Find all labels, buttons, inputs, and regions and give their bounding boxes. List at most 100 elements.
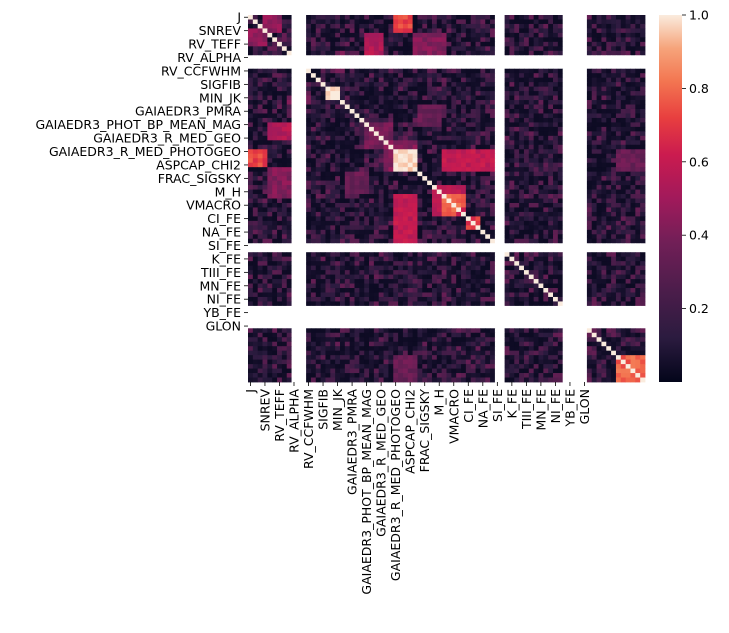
heatmap-cell [325, 171, 331, 177]
heatmap-cell [528, 189, 535, 195]
heatmap-cell [364, 162, 370, 168]
heatmap-cell [315, 149, 322, 155]
heatmap-cell [412, 279, 418, 284]
heatmap-cell [262, 113, 268, 119]
heatmap-cell [262, 171, 268, 177]
heatmap-cell [504, 50, 510, 56]
heatmap-cell [596, 68, 602, 74]
heatmap-cell [291, 162, 297, 168]
heatmap-cell [606, 59, 612, 65]
heatmap-cell [514, 19, 520, 25]
heatmap-cell [436, 68, 443, 74]
heatmap-cell [344, 261, 351, 267]
heatmap-cell [393, 216, 399, 222]
heatmap-cell [267, 100, 273, 105]
heatmap-cell [514, 252, 520, 258]
heatmap-cell [325, 211, 331, 217]
heatmap-cell [412, 28, 418, 34]
heatmap-cell [490, 28, 496, 34]
heatmap-cell [291, 207, 297, 213]
heatmap-cell [378, 126, 384, 132]
heatmap-cell [601, 167, 607, 173]
heatmap-cell [490, 180, 496, 186]
heatmap-cell [538, 140, 544, 146]
heatmap-cell [248, 279, 254, 284]
heatmap-cell [620, 247, 627, 253]
heatmap-cell [485, 140, 491, 146]
heatmap-cell [480, 252, 486, 258]
heatmap-cell [630, 37, 636, 43]
heatmap-cell [548, 198, 554, 204]
heatmap-cell [267, 185, 273, 190]
heatmap-cell [611, 158, 617, 164]
heatmap-cell [344, 243, 351, 249]
heatmap-cell [412, 140, 418, 146]
heatmap-cell [538, 28, 544, 34]
heatmap-cell [301, 265, 307, 271]
heatmap-cell [383, 153, 389, 159]
heatmap-cell [301, 117, 307, 123]
heatmap-cell [436, 140, 443, 146]
heatmap-cell [586, 122, 593, 128]
heatmap-cell [640, 28, 646, 34]
heatmap-cell [354, 64, 360, 70]
heatmap-cell [591, 225, 597, 231]
heatmap-cell [306, 207, 312, 213]
heatmap-cell [577, 140, 583, 146]
heatmap-cell [611, 32, 617, 38]
heatmap-cell [456, 283, 462, 289]
heatmap-cell [509, 131, 515, 137]
heatmap-cell [441, 162, 447, 168]
heatmap-cell [640, 46, 646, 52]
heatmap-cell [436, 229, 443, 235]
heatmap-cell [606, 15, 612, 20]
heatmap-cell [335, 46, 341, 52]
heatmap-cell [553, 64, 559, 70]
heatmap-cell [591, 202, 597, 208]
heatmap-cell [572, 180, 578, 186]
heatmap-cell [630, 73, 636, 79]
heatmap-cell [470, 247, 476, 253]
heatmap-cell [262, 167, 268, 173]
heatmap-cell [359, 189, 365, 195]
heatmap-cell [262, 198, 268, 204]
heatmap-cell [272, 37, 278, 43]
heatmap-cell [611, 135, 617, 141]
heatmap-cell [543, 162, 549, 168]
heatmap-cell [640, 234, 646, 240]
heatmap-cell [601, 108, 607, 114]
heatmap-cell [398, 122, 404, 128]
heatmap-cell [601, 140, 607, 146]
heatmap-cell [456, 185, 462, 190]
heatmap-cell [611, 95, 617, 101]
heatmap-cell [248, 167, 254, 173]
heatmap-cell [461, 261, 467, 267]
heatmap-cell [523, 189, 530, 195]
heatmap-cell [325, 100, 331, 105]
heatmap-cell [354, 28, 360, 34]
heatmap-cell [427, 216, 433, 222]
heatmap-cell [378, 46, 384, 52]
heatmap-cell [286, 77, 292, 83]
heatmap-cell [354, 279, 360, 284]
heatmap-cell [562, 180, 568, 186]
heatmap-cell [417, 220, 423, 226]
heatmap-cell [407, 68, 414, 74]
heatmap-cell [310, 104, 317, 110]
heatmap-cell [339, 86, 346, 92]
heatmap-cell [606, 180, 612, 186]
heatmap-cell [291, 185, 297, 190]
heatmap-cell [344, 68, 351, 74]
heatmap-cell [267, 77, 273, 83]
heatmap-cell [485, 220, 491, 226]
heatmap-cell [436, 176, 443, 181]
heatmap-cell [538, 73, 544, 79]
heatmap-cell [625, 243, 631, 249]
heatmap-cell [335, 270, 341, 275]
heatmap-cell [611, 19, 617, 25]
heatmap-cell [344, 126, 351, 132]
heatmap-cell [567, 220, 573, 226]
heatmap-cell [359, 19, 365, 25]
heatmap-cell [615, 185, 622, 190]
heatmap-cell [485, 202, 491, 208]
